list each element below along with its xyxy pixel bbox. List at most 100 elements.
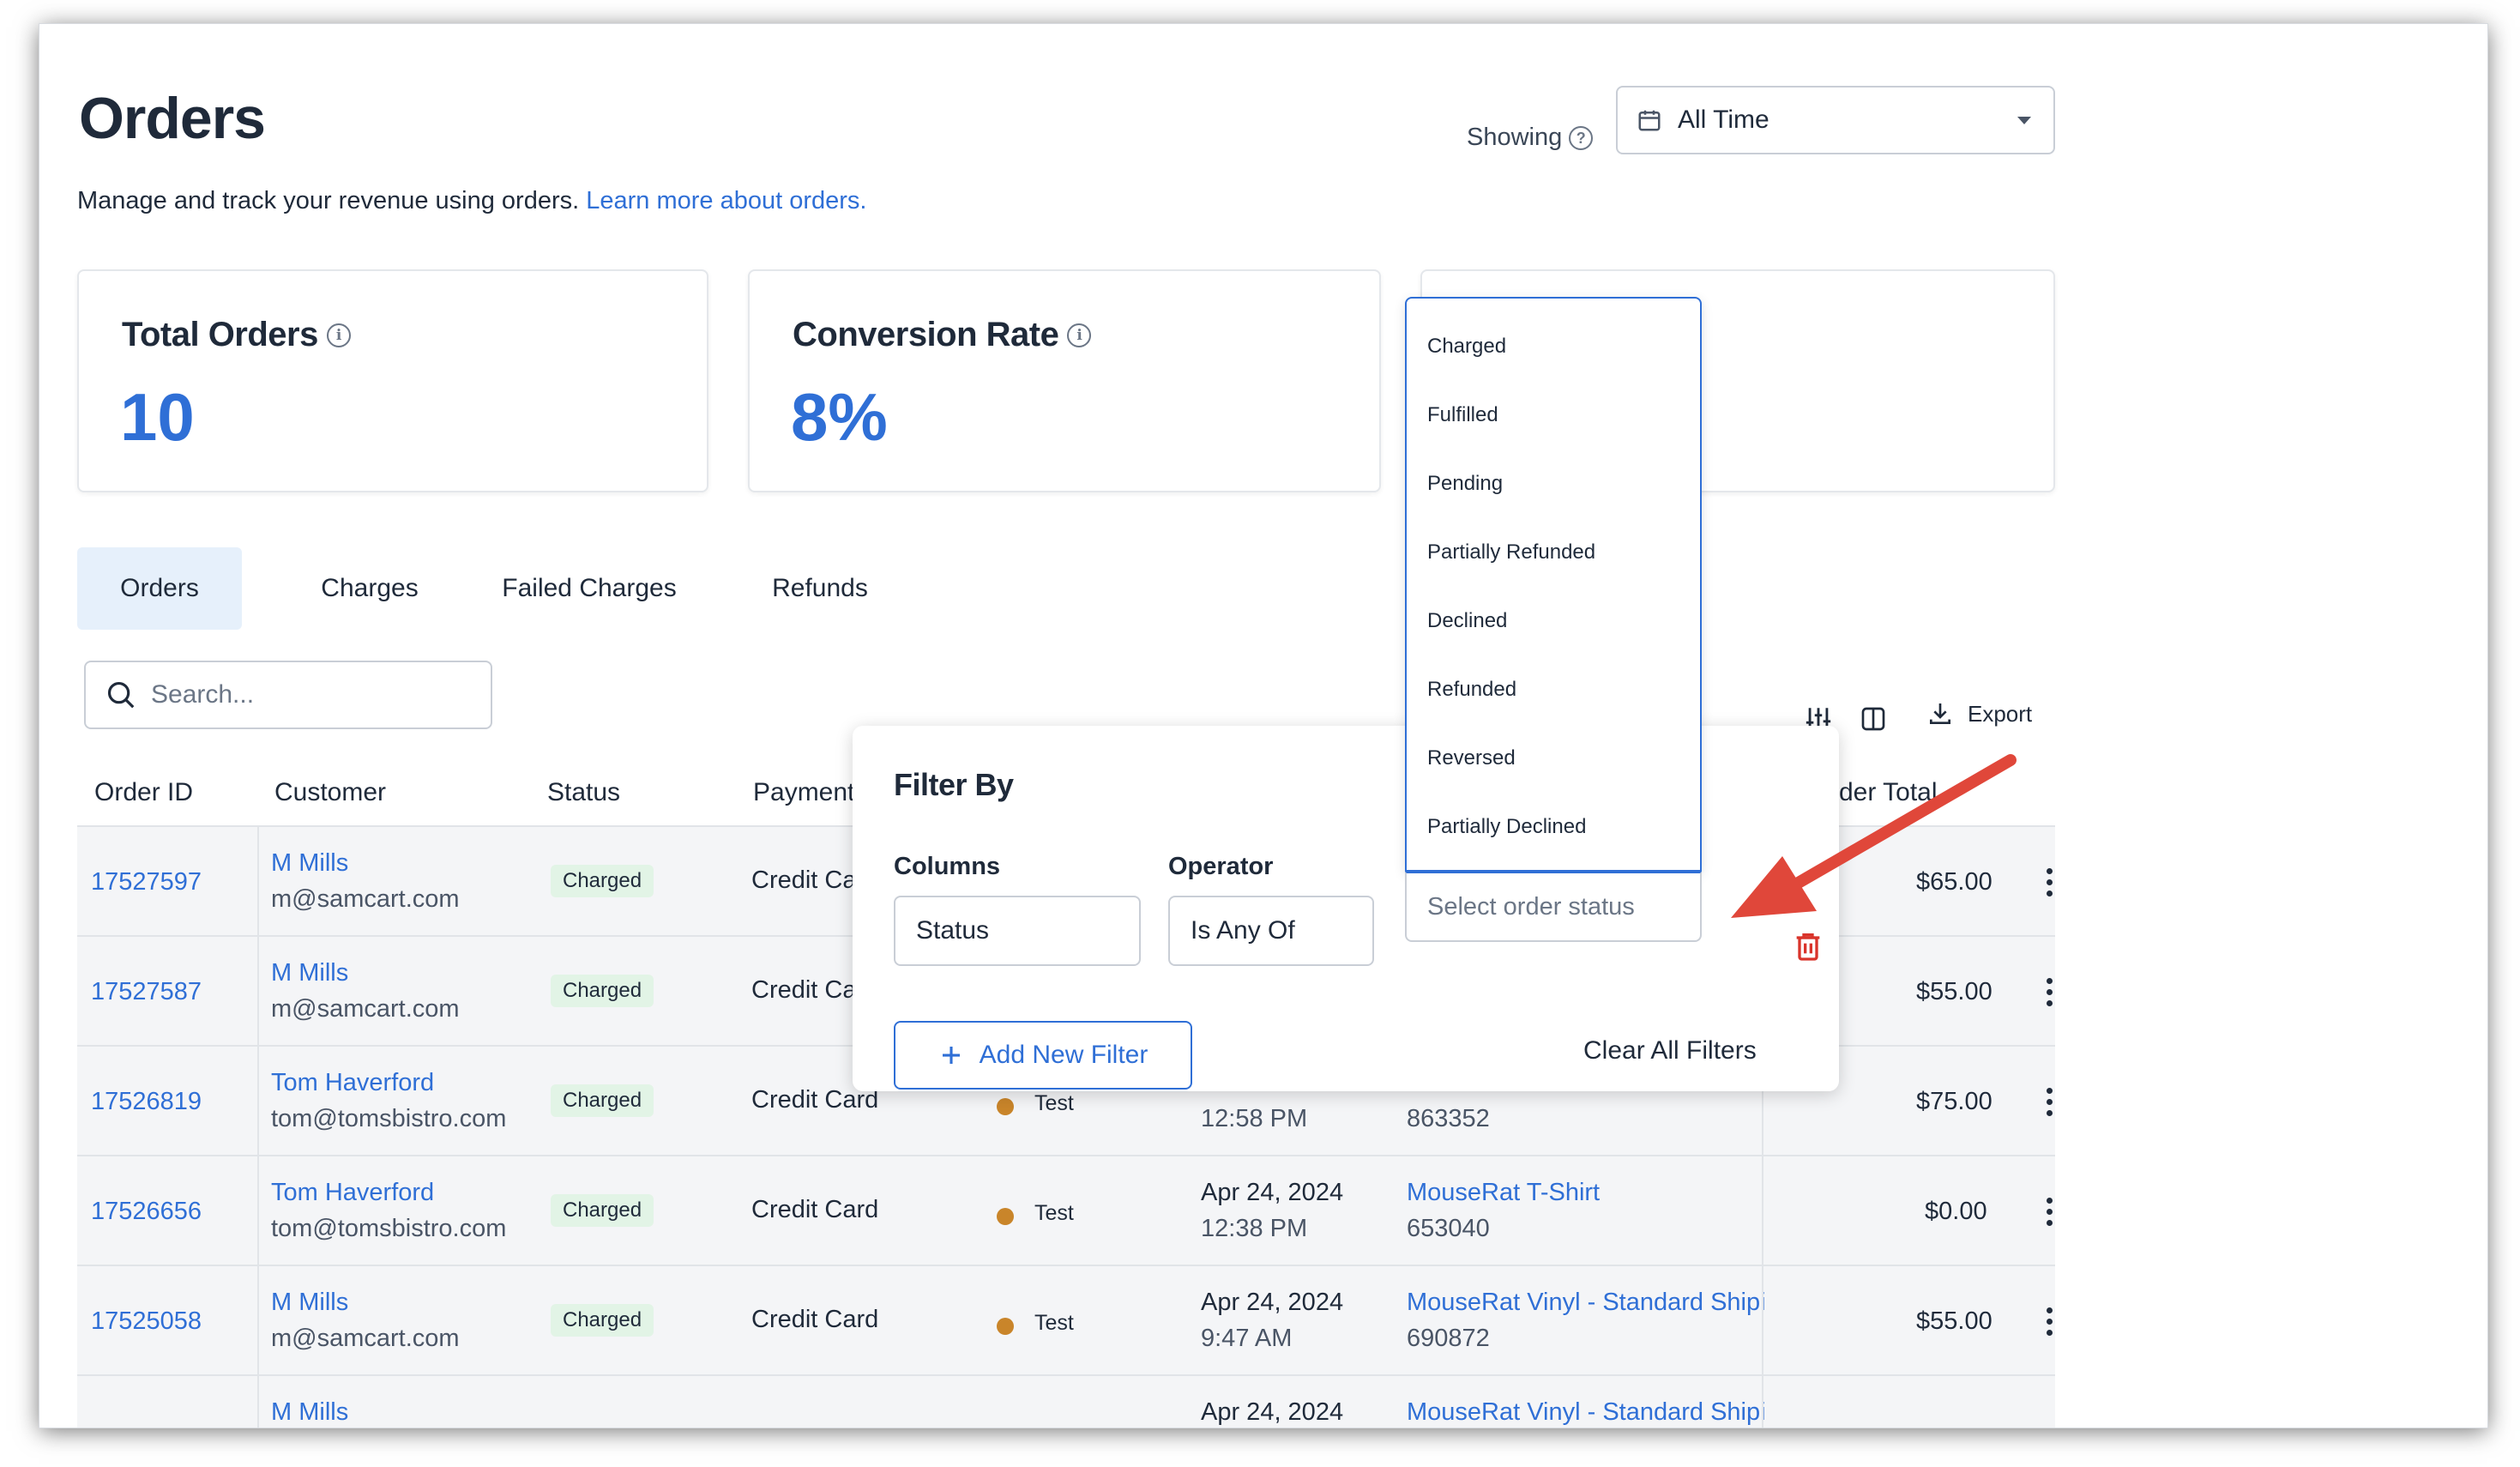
- status-dropdown: Charged Fulfilled Pending Partially Refu…: [1405, 297, 1702, 872]
- payment-method: Credit Card: [751, 1306, 879, 1333]
- order-id-link[interactable]: 17525058: [91, 1307, 202, 1335]
- more-actions-icon[interactable]: [2047, 1198, 2053, 1226]
- tab-orders[interactable]: Orders: [77, 547, 242, 630]
- status-option-declined[interactable]: Declined: [1427, 609, 1508, 632]
- order-total: $55.00: [1916, 1307, 1992, 1335]
- order-id-link[interactable]: 17526819: [91, 1088, 202, 1115]
- order-id-link[interactable]: 17527597: [91, 868, 202, 896]
- order-id-link[interactable]: 17526656: [91, 1198, 202, 1225]
- payment-method: Credit Ca: [751, 976, 857, 1004]
- order-date: Apr 24, 2024: [1201, 1398, 1344, 1426]
- column-header-status[interactable]: Status: [547, 778, 621, 806]
- help-icon[interactable]: ?: [1569, 125, 1594, 150]
- status-badge: Charged: [551, 865, 654, 897]
- customer-email: m@samcart.com: [271, 1325, 460, 1352]
- search-icon: [107, 681, 135, 709]
- payment-mode: Test: [1034, 1091, 1074, 1115]
- stat-value: 10: [120, 379, 195, 455]
- more-actions-icon[interactable]: [2047, 1088, 2053, 1116]
- column-layout-icon[interactable]: [1856, 702, 1890, 736]
- order-time: 12:38 PM: [1201, 1215, 1308, 1242]
- stat-card-total-orders: Total Orders i 10: [77, 269, 708, 492]
- status-option-partially-refunded[interactable]: Partially Refunded: [1427, 540, 1596, 564]
- column-header-payment[interactable]: Payment: [753, 778, 855, 806]
- column-select[interactable]: Status: [894, 896, 1141, 966]
- order-total: $75.00: [1916, 1088, 1992, 1115]
- product-link[interactable]: MouseRat Vinyl - Standard Shipi: [1407, 1289, 1766, 1316]
- tab-refunds[interactable]: Refunds: [772, 574, 868, 602]
- payment-method: Credit Card: [751, 1086, 879, 1114]
- customer-name-link[interactable]: Tom Haverford: [271, 1069, 435, 1096]
- order-total: $65.00: [1916, 868, 1992, 896]
- payment-mode: Test: [1034, 1201, 1074, 1225]
- product-id: 690872: [1407, 1325, 1490, 1352]
- more-actions-icon[interactable]: [2047, 868, 2053, 896]
- status-option-reversed[interactable]: Reversed: [1427, 746, 1516, 770]
- status-option-fulfilled[interactable]: Fulfilled: [1427, 403, 1498, 426]
- test-mode-dot: [997, 1098, 1014, 1115]
- column-header-customer[interactable]: Customer: [274, 778, 387, 806]
- product-link[interactable]: MouseRat T-Shirt: [1407, 1179, 1601, 1206]
- customer-name-link[interactable]: M Mills: [271, 849, 349, 877]
- column-divider: [257, 825, 259, 1428]
- clear-all-filters-button[interactable]: Clear All Filters: [1583, 1036, 1757, 1065]
- customer-name-link[interactable]: Tom Haverford: [271, 1179, 435, 1206]
- table-row[interactable]: 17526656 Tom Haverford tom@tomsbistro.co…: [77, 1155, 2055, 1265]
- test-mode-dot: [997, 1318, 1014, 1335]
- customer-name-link[interactable]: M Mills: [271, 959, 349, 987]
- status-option-charged[interactable]: Charged: [1427, 335, 1507, 358]
- customer-name-link[interactable]: M Mills: [271, 1289, 349, 1316]
- product-id: 863352: [1407, 1105, 1490, 1132]
- status-badge: Charged: [551, 1084, 654, 1117]
- page-subtitle: Manage and track your revenue using orde…: [77, 184, 866, 218]
- export-label: Export: [1968, 700, 2033, 727]
- add-new-filter-button[interactable]: Add New Filter: [894, 1021, 1192, 1090]
- date-range-value: All Time: [1678, 106, 1769, 134]
- search-box[interactable]: [84, 661, 492, 729]
- stat-label: Conversion Rate: [793, 316, 1059, 353]
- table-row[interactable]: 17525058 M Mills m@samcart.com Charged C…: [77, 1265, 2055, 1374]
- search-input[interactable]: [151, 680, 460, 709]
- status-badge: Charged: [551, 975, 654, 1007]
- more-actions-icon[interactable]: [2047, 1307, 2053, 1336]
- order-time: 12:58 PM: [1201, 1105, 1308, 1132]
- product-link[interactable]: MouseRat Vinyl - Standard Shipi: [1407, 1398, 1766, 1426]
- subtitle-text: Manage and track your revenue using orde…: [77, 187, 580, 214]
- info-icon[interactable]: i: [326, 323, 351, 347]
- status-option-partially-declined[interactable]: Partially Declined: [1427, 815, 1587, 838]
- add-new-filter-label: Add New Filter: [979, 1041, 1148, 1069]
- plus-icon: [942, 1047, 960, 1064]
- export-button[interactable]: Export: [1926, 700, 2032, 727]
- learn-more-link[interactable]: Learn more about orders.: [586, 187, 867, 214]
- date-range-select[interactable]: All Time: [1616, 86, 2055, 154]
- chevron-down-icon: [2017, 117, 2031, 124]
- table-row[interactable]: M Mills Apr 24, 2024 MouseRat Vinyl - St…: [77, 1374, 2055, 1428]
- column-header-order-id[interactable]: Order ID: [94, 778, 194, 806]
- order-id-link[interactable]: 17527587: [91, 978, 202, 1005]
- page-title: Orders: [79, 86, 266, 151]
- payment-method: Credit Card: [751, 1196, 879, 1223]
- stat-label: Total Orders: [122, 316, 318, 353]
- order-date: Apr 24, 2024: [1201, 1179, 1344, 1206]
- status-value-input[interactable]: Select order status: [1405, 872, 1702, 942]
- download-icon: [1930, 703, 1950, 724]
- trash-icon[interactable]: [1791, 928, 1825, 964]
- test-mode-dot: [997, 1208, 1014, 1225]
- more-actions-icon[interactable]: [2047, 978, 2053, 1006]
- column-divider: [1762, 825, 1763, 1428]
- order-total: $55.00: [1916, 978, 1992, 1005]
- status-option-pending[interactable]: Pending: [1427, 472, 1504, 495]
- stat-title: Total Orders i: [122, 316, 351, 354]
- tab-charges[interactable]: Charges: [321, 574, 419, 602]
- operator-select[interactable]: Is Any Of: [1168, 896, 1374, 966]
- info-icon[interactable]: i: [1067, 323, 1092, 347]
- tab-failed-charges[interactable]: Failed Charges: [502, 574, 677, 602]
- stat-title: Conversion Rate i: [793, 316, 1092, 354]
- payment-mode: Test: [1034, 1311, 1074, 1335]
- status-option-refunded[interactable]: Refunded: [1427, 678, 1517, 701]
- customer-name-link[interactable]: M Mills: [271, 1398, 349, 1426]
- customer-email: tom@tomsbistro.com: [271, 1105, 507, 1132]
- stat-card-conversion-rate: Conversion Rate i 8%: [748, 269, 1381, 492]
- customer-email: m@samcart.com: [271, 885, 460, 913]
- column-header-order-total[interactable]: rder Total: [1830, 778, 1938, 806]
